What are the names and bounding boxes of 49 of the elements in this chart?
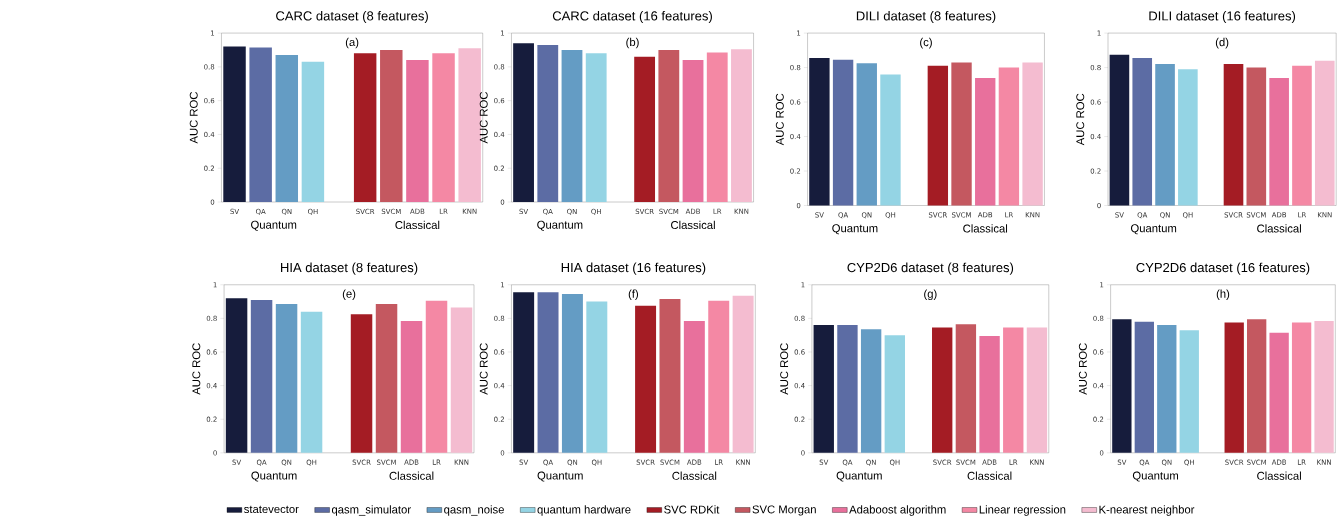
text: Classical — [395, 220, 440, 229]
annotation: (g) — [924, 289, 937, 300]
y-axis-title: AUC ROC — [775, 93, 784, 146]
legend-label: Linear regression — [979, 505, 1066, 516]
y-axis-title: AUC ROC — [479, 343, 488, 395]
annotation: (c) — [920, 37, 932, 49]
legend-label: qasm_simulator — [331, 505, 411, 516]
text: Classical — [1257, 224, 1301, 233]
text: Classical — [963, 224, 1008, 233]
text: Classical — [967, 471, 1012, 480]
legend-label: qasm_noise — [444, 505, 504, 516]
text: Quantum — [251, 220, 297, 231]
text: Quantum — [1130, 224, 1177, 235]
legend-label: SVC RDKit — [664, 505, 720, 514]
annotation: (a) — [345, 37, 359, 49]
chart-title: CYP2D6 dataset (8 features) — [847, 262, 1014, 275]
legend-label: K-nearest neighbor — [1099, 505, 1195, 516]
y-axis-title: AUC ROC — [479, 91, 488, 144]
y-axis-title: AUC ROC — [780, 343, 789, 395]
legend-label: Adaboost algorithm — [849, 505, 946, 516]
annotation: (b) — [626, 37, 639, 49]
y-axis-title: AUC ROC — [189, 91, 198, 144]
y-axis-title: AUC ROC — [192, 343, 201, 395]
annotation: (h) — [1216, 289, 1230, 300]
legend-label: quantum hardware — [537, 505, 631, 516]
text: Classical — [672, 471, 717, 480]
chart-title: DILI dataset (8 features) — [856, 10, 996, 23]
chart-title: HIA dataset (8 features) — [281, 262, 418, 275]
chart-title: DILI dataset (16 features) — [1149, 10, 1296, 23]
legend-label: SVC Morgan — [752, 505, 816, 516]
annotation: (e) — [342, 289, 356, 300]
text: Classical — [1257, 471, 1301, 480]
chart-title: CARC dataset (8 features) — [276, 10, 428, 23]
chart-title: CYP2D6 dataset (16 features) — [1136, 262, 1310, 275]
text: Quantum — [251, 471, 297, 482]
text: Classical — [671, 220, 715, 229]
text: Quantum — [1132, 471, 1179, 482]
y-axis-title: AUC ROC — [1078, 343, 1087, 395]
text: Quantum — [537, 471, 583, 482]
y-axis-title: AUC ROC — [1076, 93, 1085, 146]
legend-label: statevector — [244, 505, 299, 513]
chart-title: HIA dataset (16 features) — [561, 262, 706, 275]
text: Quantum — [537, 220, 583, 231]
annotation: (f) — [628, 289, 639, 300]
text: Quantum — [836, 471, 882, 482]
text: Quantum — [832, 224, 878, 235]
annotation: (d) — [1215, 37, 1229, 49]
chart-title: CARC dataset (16 features) — [552, 10, 712, 23]
text: Classical — [389, 471, 434, 480]
